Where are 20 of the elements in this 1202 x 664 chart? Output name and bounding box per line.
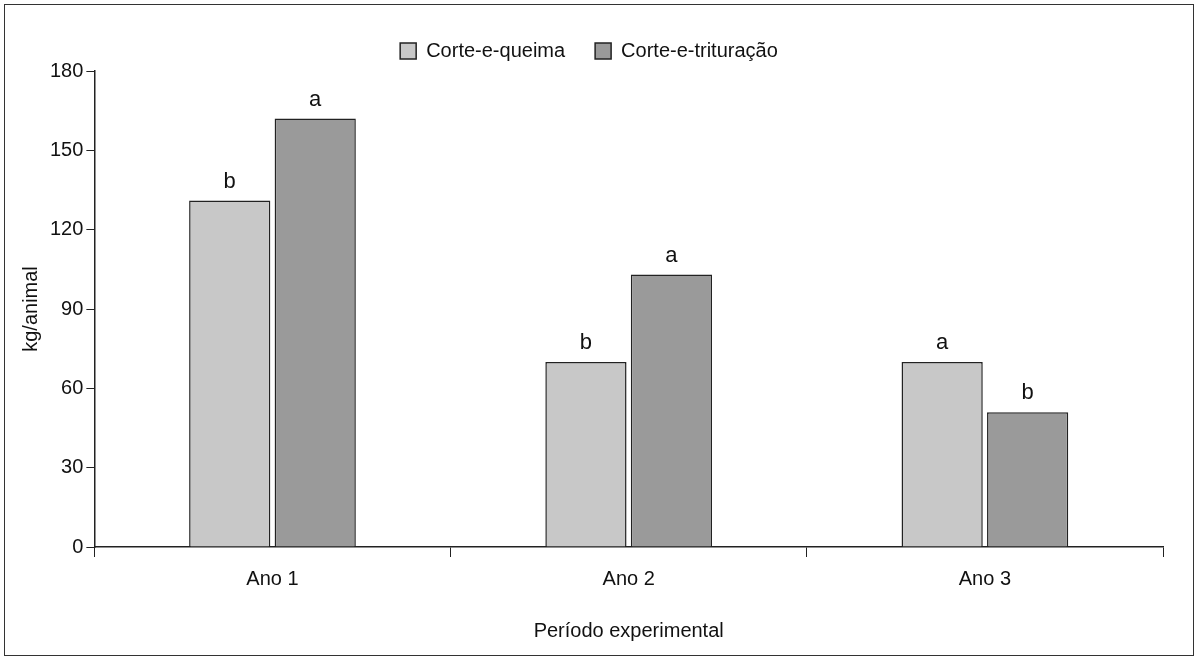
data-label: b xyxy=(1021,379,1034,405)
y-tick-label: 180 xyxy=(49,58,84,81)
y-tick-label: 90 xyxy=(61,296,84,319)
legend-label: Corte-e-trituração xyxy=(621,38,778,61)
x-tick-label: Ano 2 xyxy=(602,566,655,589)
y-tick-label: 60 xyxy=(61,375,84,398)
data-label: a xyxy=(936,328,950,354)
x-tick-label: Ano 1 xyxy=(246,566,299,589)
y-axis-title: kg/animal xyxy=(18,266,41,352)
y-tick-label: 30 xyxy=(61,455,84,478)
y-tick-label: 150 xyxy=(49,137,84,160)
legend-label: Corte-e-queima xyxy=(426,38,566,61)
y-tick-label: 0 xyxy=(72,534,84,557)
y-tick-label: 120 xyxy=(49,217,84,240)
data-label: b xyxy=(579,328,593,354)
x-axis-title: Período experimental xyxy=(533,618,724,641)
x-tick-label: Ano 3 xyxy=(958,566,1012,589)
data-label: a xyxy=(665,241,679,267)
data-label: a xyxy=(309,85,323,111)
data-label: b xyxy=(223,167,236,193)
